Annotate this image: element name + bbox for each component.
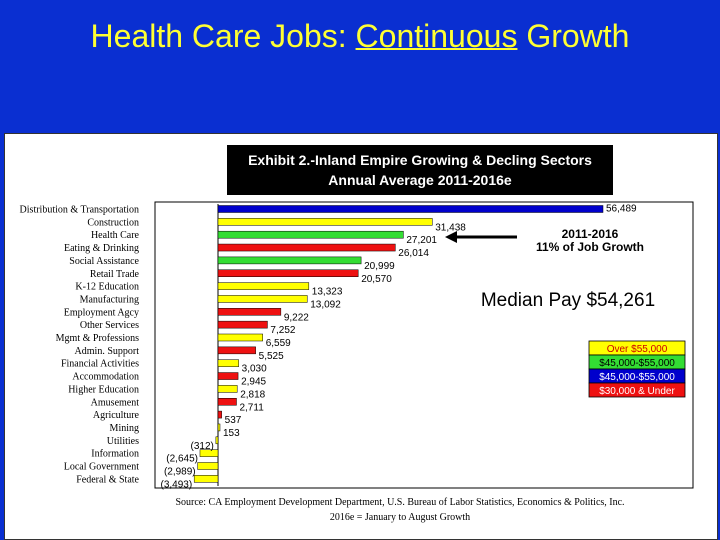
chart-panel: Exhibit 2.-Inland Empire Growing & Decli… bbox=[4, 133, 718, 540]
bar bbox=[217, 256, 362, 265]
plot-frame bbox=[154, 201, 694, 489]
category-label: Higher Education bbox=[68, 384, 139, 395]
value-label: (3,493) bbox=[161, 479, 193, 490]
median-pay-label: Median Pay $54,261 bbox=[481, 290, 655, 311]
category-label: Manufacturing bbox=[80, 294, 139, 305]
category-label: Social Assistance bbox=[69, 256, 139, 267]
category-label: K-12 Education bbox=[75, 282, 139, 293]
value-label: 5,525 bbox=[259, 351, 284, 362]
value-label: 6,559 bbox=[266, 338, 291, 349]
bar bbox=[217, 205, 604, 213]
value-label: 31,438 bbox=[435, 222, 466, 233]
category-label: Other Services bbox=[80, 320, 139, 331]
category-label: Information bbox=[91, 449, 139, 460]
category-label: Financial Activities bbox=[61, 359, 139, 370]
legend-label: Over $55,000 bbox=[607, 344, 668, 355]
bar bbox=[217, 295, 308, 303]
value-label: 9,222 bbox=[284, 312, 309, 323]
bar-chart: Exhibit 2.-Inland Empire Growing & Decli… bbox=[20, 145, 694, 523]
category-label: Mining bbox=[110, 423, 139, 434]
bar bbox=[217, 372, 239, 380]
value-label: 56,489 bbox=[606, 204, 637, 215]
bar bbox=[217, 230, 404, 239]
legend-label: $30,000 & Under bbox=[599, 386, 675, 397]
bar bbox=[217, 218, 433, 226]
category-label: Eating & Drinking bbox=[64, 243, 139, 254]
exhibit-title-box bbox=[227, 145, 613, 195]
source-line1: Source: CA Employment Development Depart… bbox=[175, 497, 624, 508]
bar bbox=[217, 320, 268, 329]
slide-title: Health Care Jobs: Continuous Growth bbox=[90, 18, 630, 54]
bar bbox=[217, 410, 222, 419]
growth-annotation-line2: 11% of Job Growth bbox=[536, 240, 644, 254]
value-label: (2,989) bbox=[164, 467, 196, 478]
bar bbox=[217, 359, 239, 367]
legend: Over $55,000 $45,000-$55,000 $45,000-$55,0… bbox=[588, 340, 686, 398]
category-label: Federal & State bbox=[76, 474, 139, 485]
legend-swatch bbox=[588, 382, 686, 398]
bar bbox=[217, 398, 237, 406]
value-label: 26,014 bbox=[398, 248, 429, 259]
growth-arrowhead-icon bbox=[445, 231, 457, 243]
category-label: Construction bbox=[87, 217, 139, 228]
value-label: 13,323 bbox=[312, 287, 343, 298]
bar bbox=[193, 475, 219, 483]
value-label: 13,092 bbox=[310, 299, 341, 310]
bar bbox=[217, 346, 256, 355]
bars bbox=[193, 205, 604, 483]
category-label: Retail Trade bbox=[90, 269, 140, 280]
growth-annotation-line1: 2011-2016 bbox=[562, 227, 619, 241]
value-label: (2,645) bbox=[166, 454, 198, 465]
category-label: Amusement bbox=[91, 397, 140, 408]
value-label: 3,030 bbox=[242, 364, 267, 375]
bar bbox=[215, 436, 219, 445]
category-label: Utilities bbox=[107, 436, 139, 447]
exhibit-title-line2: Annual Average 2011-2016e bbox=[328, 172, 512, 188]
category-label: Health Care bbox=[91, 230, 140, 241]
category-label: Accommodation bbox=[72, 372, 139, 383]
legend-label: $45,000-$55,000 bbox=[599, 358, 675, 369]
value-label: 2,818 bbox=[240, 389, 265, 400]
bar bbox=[199, 449, 219, 457]
bar bbox=[217, 308, 282, 316]
category-label: Agriculture bbox=[93, 410, 140, 421]
value-label: 7,252 bbox=[270, 325, 295, 336]
value-label: 27,201 bbox=[406, 235, 437, 246]
bar bbox=[217, 243, 396, 252]
legend-label: $45,000-$55,000 bbox=[599, 372, 675, 383]
category-labels: Distribution & TransportationConstructio… bbox=[20, 205, 140, 486]
bar bbox=[217, 333, 263, 342]
category-label: Employment Agcy bbox=[64, 307, 139, 318]
value-label: 153 bbox=[223, 428, 240, 439]
category-label: Distribution & Transportation bbox=[20, 205, 139, 216]
bar bbox=[217, 282, 310, 290]
value-label: 2,711 bbox=[239, 402, 264, 413]
category-label: Admin. Support bbox=[75, 346, 140, 357]
bar bbox=[217, 385, 238, 393]
bar bbox=[217, 423, 221, 432]
value-label: (312) bbox=[191, 441, 214, 452]
value-label: 537 bbox=[225, 415, 242, 426]
category-label: Mgmt & Professions bbox=[56, 333, 139, 344]
bar bbox=[217, 269, 359, 277]
value-label: 20,999 bbox=[364, 261, 395, 272]
value-label: 20,570 bbox=[361, 274, 392, 285]
exhibit-title-line1: Exhibit 2.-Inland Empire Growing & Decli… bbox=[248, 152, 592, 168]
value-label: 2,945 bbox=[241, 377, 266, 388]
source-line2: 2016e = January to August Growth bbox=[330, 512, 470, 523]
category-label: Local Government bbox=[64, 462, 139, 473]
bar bbox=[197, 462, 219, 470]
